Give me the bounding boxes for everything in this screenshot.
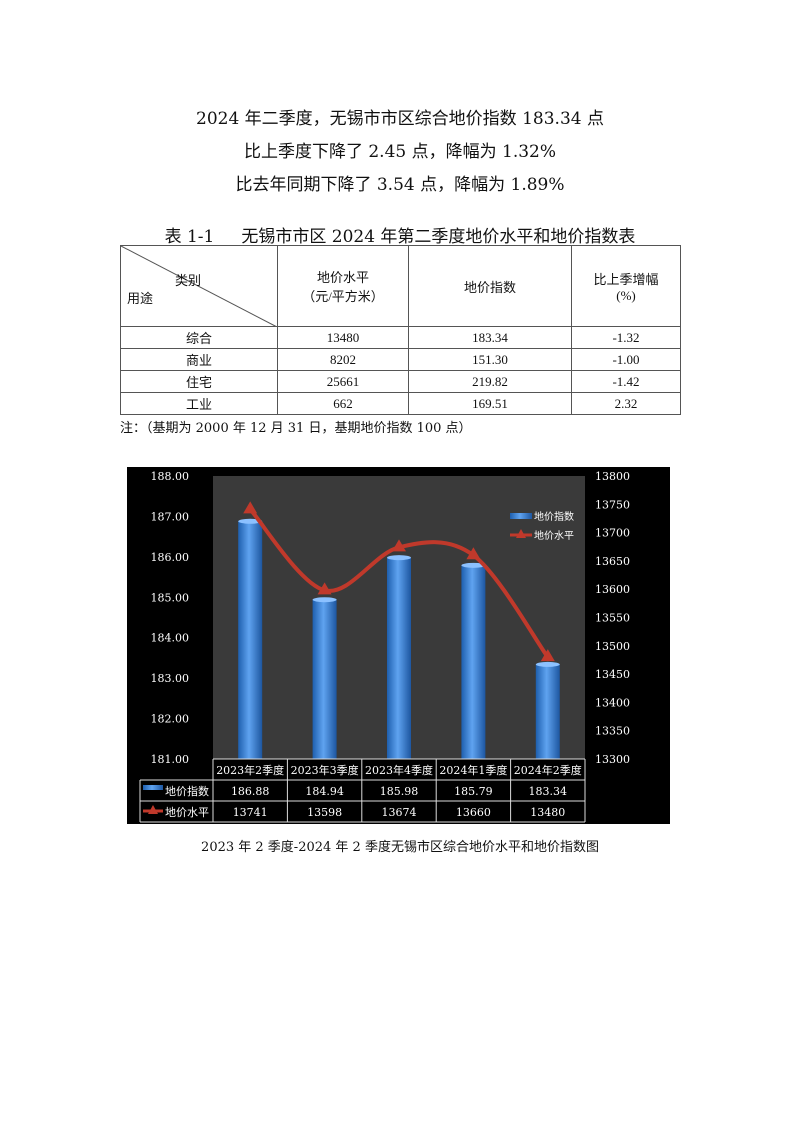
header-text: 比上季增幅: [593, 271, 659, 287]
x-category-label: 2023年2季度: [216, 763, 284, 777]
y-right-tick-label: 13650: [595, 555, 630, 568]
legend-bar-label: 地价指数: [534, 510, 574, 523]
line-marker: [540, 649, 555, 662]
table-cell: -1.42: [571, 370, 681, 393]
table-cell: 183.34: [408, 326, 572, 349]
bar-top: [312, 597, 337, 603]
line-marker: [317, 582, 332, 595]
table-cell: 25661: [277, 370, 409, 393]
x-category-label: 2024年2季度: [514, 763, 582, 777]
table-cell: 工业: [120, 392, 278, 415]
land-price-chart: 181.00 182.00 183.00 184.00 185.00 186.00 187.…: [127, 467, 670, 824]
y-right-tick-label: 13800: [595, 470, 630, 483]
line-value-label: 13741: [233, 806, 268, 819]
y-left-tick-label: 183.00: [151, 672, 190, 685]
legend-line-label: 地价水平: [534, 529, 574, 542]
table-row: 商业 8202 151.30 -1.00: [120, 348, 681, 371]
table-cell: -1.32: [571, 326, 681, 349]
y-right-tick-label: 13350: [595, 725, 630, 738]
line-value-label: 13660: [456, 806, 491, 819]
legend-bar-swatch: [510, 513, 532, 519]
table-row: 住宅 25661 219.82 -1.42: [120, 370, 681, 393]
bar-value-label: 186.88: [231, 785, 270, 798]
table-row: 综合 13480 183.34 -1.32: [120, 326, 681, 349]
table-cell: 151.30: [408, 348, 572, 371]
bar-value-label: 185.98: [380, 785, 419, 798]
table-cell: 2.32: [571, 392, 681, 415]
table-line-marker: [148, 805, 158, 814]
table-line-label: 地价水平: [165, 806, 209, 819]
chart-caption: 2023 年 2 季度-2024 年 2 季度无锡市区综合地价水平和地价指数图: [201, 840, 599, 855]
corner-top-label: 类别: [174, 273, 201, 288]
line-value-label: 13598: [307, 806, 342, 819]
y-right-tick-label: 13400: [595, 696, 630, 709]
table-cell: 住宅: [120, 370, 278, 393]
table-cell: 13480: [277, 326, 409, 349]
y-right-tick-label: 13500: [595, 640, 630, 653]
header-land-index: 地价指数: [408, 245, 572, 327]
y-right-tick-label: 13550: [595, 612, 630, 625]
table-cell: 综合: [120, 326, 278, 349]
header-land-price: 地价水平 （元/平方米）: [277, 245, 409, 327]
headline-line-1: 2024 年二季度，无锡市市区综合地价指数 183.34 点: [196, 109, 604, 129]
table-cell: 662: [277, 392, 409, 415]
y-left-tick-label: 181.00: [151, 753, 190, 766]
table-cell: 219.82: [408, 370, 572, 393]
line-marker: [466, 547, 481, 560]
y-left-tick-label: 185.00: [151, 591, 190, 604]
bar: [238, 521, 263, 759]
bar: [535, 664, 560, 759]
x-category-label: 2024年1季度: [439, 763, 507, 777]
x-category-label: 2023年3季度: [291, 763, 359, 777]
table-row: 工业 662 169.51 2.32: [120, 392, 681, 415]
table-cell: -1.00: [571, 348, 681, 371]
y-left-tick-label: 182.00: [151, 713, 190, 726]
line-value-label: 13674: [382, 806, 417, 819]
table-cell: 169.51: [408, 392, 572, 415]
legend-line-marker: [516, 529, 526, 538]
bar-value-label: 185.79: [454, 785, 493, 798]
header-unit: （元/平方米）: [302, 289, 384, 304]
header-text: 地价水平: [316, 270, 369, 285]
bar-top: [535, 661, 560, 667]
line-marker: [392, 539, 406, 552]
bar: [312, 599, 337, 759]
bar-top: [387, 555, 411, 561]
bar-top: [461, 562, 486, 568]
y-right-tick-label: 13600: [595, 583, 630, 596]
y-left-tick-label: 184.00: [151, 632, 190, 645]
bar: [387, 557, 411, 759]
table-cell: 商业: [120, 348, 278, 371]
y-left-tick-label: 186.00: [151, 551, 190, 564]
line-marker: [243, 501, 258, 514]
y-right-tick-label: 13700: [595, 527, 630, 540]
bar-value-label: 183.34: [529, 785, 568, 798]
land-price-table: 类别 用途 地价水平 （元/平方米） 地价指数 比上季增幅 (%) 综合 13480 1…: [120, 245, 681, 415]
x-category-label: 2023年4季度: [365, 763, 433, 777]
header-text: 地价指数: [463, 279, 516, 295]
table-bar-label: 地价指数: [165, 784, 209, 798]
table-note: 注：（基期为 2000 年 12 月 31 日，基期地价指数 100 点）: [120, 421, 472, 436]
bar-value-label: 184.94: [305, 785, 344, 798]
table-bar-swatch: [143, 785, 163, 790]
header-unit: (%): [616, 287, 636, 303]
table-header-row: 类别 用途 地价水平 （元/平方米） 地价指数 比上季增幅 (%): [120, 245, 681, 327]
bar: [461, 565, 486, 759]
table-title: 表 1-1 无锡市市区 2024 年第二季度地价水平和地价指数表: [164, 227, 636, 247]
headline-line-3: 比去年同期下降了 3.54 点，降幅为 1.89%: [235, 175, 565, 195]
headline-line-2: 比上季度下降了 2.45 点，降幅为 1.32%: [243, 142, 557, 162]
y-left-tick-label: 187.00: [151, 510, 190, 523]
header-qoq-change: 比上季增幅 (%): [571, 245, 681, 327]
y-right-tick-label: 13300: [595, 753, 630, 766]
y-left-tick-label: 188.00: [151, 470, 190, 483]
corner-bottom-label: 用途: [127, 291, 154, 306]
y-right-tick-label: 13750: [595, 498, 630, 511]
line-value-label: 13480: [530, 806, 565, 819]
table-cell: 8202: [277, 348, 409, 371]
y-right-tick-label: 13450: [595, 668, 630, 681]
corner-header: 类别 用途: [120, 245, 278, 327]
